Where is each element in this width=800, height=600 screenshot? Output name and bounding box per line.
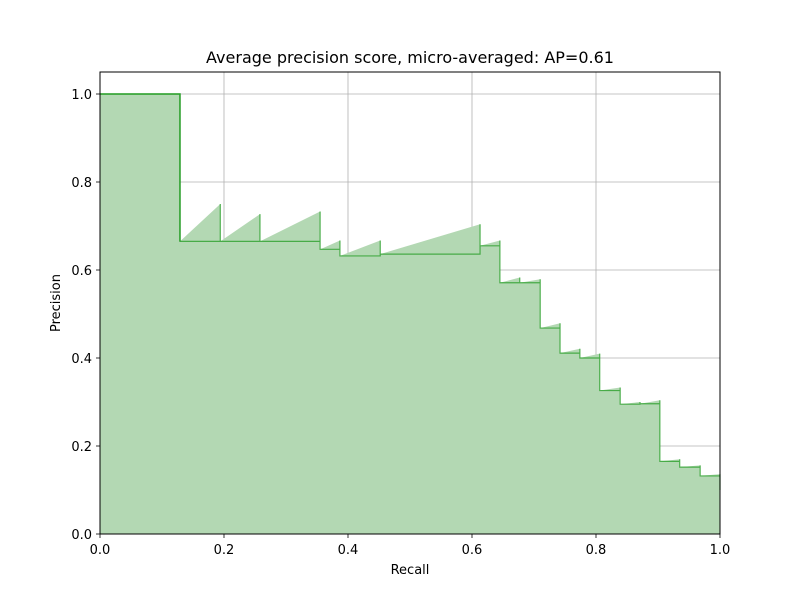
chart-title: Average precision score, micro-averaged:…	[206, 48, 614, 67]
y-tick-label: 1.0	[71, 88, 92, 103]
x-tick-label: 0.8	[586, 543, 607, 558]
x-tick-label: 0.0	[90, 543, 111, 558]
step-layer	[100, 93, 721, 490]
precision-area-0	[100, 94, 720, 534]
y-tick-label: 0.8	[71, 176, 92, 191]
x-axis-label: Recall	[391, 563, 430, 578]
x-tick-label: 0.4	[338, 543, 359, 558]
precision-step-line-0	[100, 93, 721, 490]
y-axis-label: Precision	[49, 274, 64, 332]
x-tick-label: 0.2	[214, 543, 235, 558]
precision-step-head-0	[100, 93, 181, 242]
y-tick-label: 0.4	[71, 352, 92, 367]
y-tick-label: 0.2	[71, 440, 92, 455]
y-tick-label: 0.0	[71, 528, 92, 543]
area-layer	[100, 94, 720, 534]
x-tick-label: 0.6	[462, 543, 483, 558]
y-axis: 0.0 0.2 0.4 0.6 0.8 1.0	[71, 88, 100, 543]
x-axis: 0.0 0.2 0.4 0.6 0.8 1.0	[90, 534, 731, 558]
x-tick-label: 1.0	[710, 543, 731, 558]
plot-frame	[99, 71, 721, 535]
y-tick-label: 0.6	[71, 264, 92, 279]
